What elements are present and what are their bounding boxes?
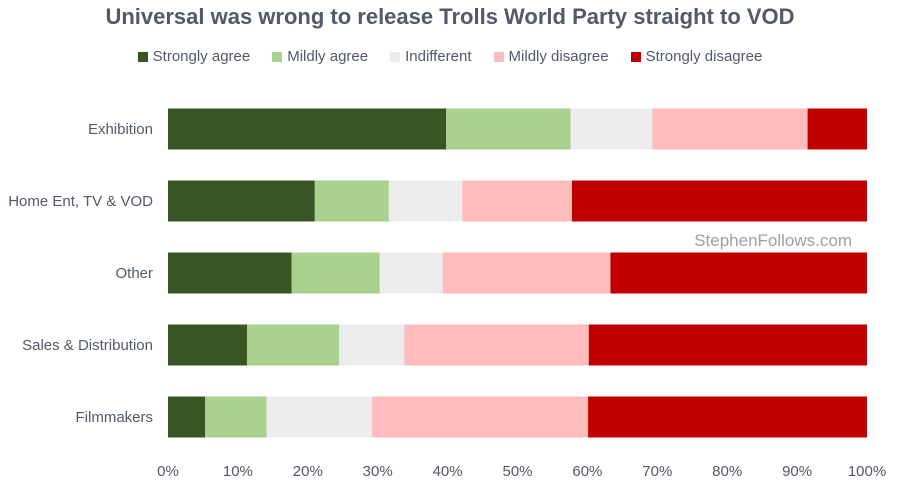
category-label-filmmakers: Filmmakers: [76, 409, 154, 426]
x-tick-label: 10%: [223, 463, 253, 480]
bar-segment-other-strongly-disagree: [610, 252, 867, 294]
legend-swatch-strongly-disagree: [630, 51, 641, 62]
legend-item-strongly-agree: Strongly agree: [137, 48, 251, 65]
legend-swatch-mildly-agree: [272, 51, 283, 62]
category-label-other: Other: [115, 265, 153, 282]
category-label-home-ent-tv-vod: Home Ent, TV & VOD: [8, 193, 153, 210]
legend-swatch-strongly-agree: [137, 51, 148, 62]
watermark: StephenFollows.com: [694, 231, 852, 250]
legend-item-mildly-disagree: Mildly disagree: [493, 48, 609, 65]
bar-segment-other-mildly-disagree: [442, 252, 611, 294]
x-tick-label: 30%: [363, 463, 393, 480]
bar-segment-home-ent-tv-vod-strongly-agree: [168, 180, 315, 222]
legend-swatch-mildly-disagree: [493, 51, 504, 62]
bar-segment-home-ent-tv-vod-indifferent: [388, 180, 463, 222]
x-tick-label: 50%: [502, 463, 532, 480]
legend-label-mildly-disagree: Mildly disagree: [508, 48, 609, 65]
x-tick-label: 100%: [848, 463, 886, 480]
bar-segment-sales-distribution-mildly-agree: [246, 324, 340, 366]
legend-label-mildly-agree: Mildly agree: [287, 48, 369, 65]
legend-item-strongly-disagree: Strongly disagree: [630, 48, 763, 65]
legend-item-mildly-agree: Mildly agree: [272, 48, 368, 65]
x-tick-label: 80%: [712, 463, 742, 480]
bar-segment-home-ent-tv-vod-mildly-agree: [314, 180, 389, 222]
bar-segment-filmmakers-mildly-agree: [205, 396, 267, 438]
bar-segment-filmmakers-strongly-disagree: [588, 396, 867, 438]
x-tick-label: 60%: [572, 463, 602, 480]
category-label-exhibition: Exhibition: [88, 121, 153, 138]
chart-title: Universal was wrong to release Trolls Wo…: [105, 4, 795, 29]
bar-segment-home-ent-tv-vod-mildly-disagree: [462, 180, 573, 222]
bar-segment-exhibition-mildly-agree: [446, 108, 571, 150]
legend-label-strongly-agree: Strongly agree: [152, 48, 251, 65]
bar-segment-other-indifferent: [379, 252, 443, 294]
bar-segment-sales-distribution-mildly-disagree: [404, 324, 589, 366]
bar-segment-exhibition-indifferent: [570, 108, 653, 150]
category-label-sales-distribution: Sales & Distribution: [22, 337, 153, 354]
x-tick-label: 70%: [642, 463, 672, 480]
x-tick-label: 0%: [157, 463, 179, 480]
x-tick-label: 40%: [433, 463, 463, 480]
bar-segment-sales-distribution-indifferent: [339, 324, 405, 366]
x-tick-label: 90%: [782, 463, 812, 480]
x-tick-label: 20%: [293, 463, 323, 480]
bar-segment-sales-distribution-strongly-agree: [168, 324, 247, 366]
legend-swatch-indifferent: [390, 51, 401, 62]
legend-label-indifferent: Indifferent: [405, 48, 472, 65]
legend-label-strongly-disagree: Strongly disagree: [645, 48, 763, 65]
bar-segment-home-ent-tv-vod-strongly-disagree: [572, 180, 867, 222]
bar-segment-filmmakers-strongly-agree: [168, 396, 206, 438]
bar-segment-sales-distribution-strongly-disagree: [588, 324, 867, 366]
bar-segment-filmmakers-mildly-disagree: [372, 396, 589, 438]
bar-segment-exhibition-strongly-agree: [168, 108, 447, 150]
bar-segment-exhibition-mildly-disagree: [652, 108, 808, 150]
bar-segment-exhibition-strongly-disagree: [807, 108, 867, 150]
legend-item-indifferent: Indifferent: [390, 48, 472, 65]
legend: Strongly agree Mildly agree Indifferent …: [0, 48, 900, 65]
bar-segment-other-strongly-agree: [168, 252, 292, 294]
bar-segment-filmmakers-indifferent: [266, 396, 373, 438]
bar-segment-other-mildly-agree: [291, 252, 380, 294]
